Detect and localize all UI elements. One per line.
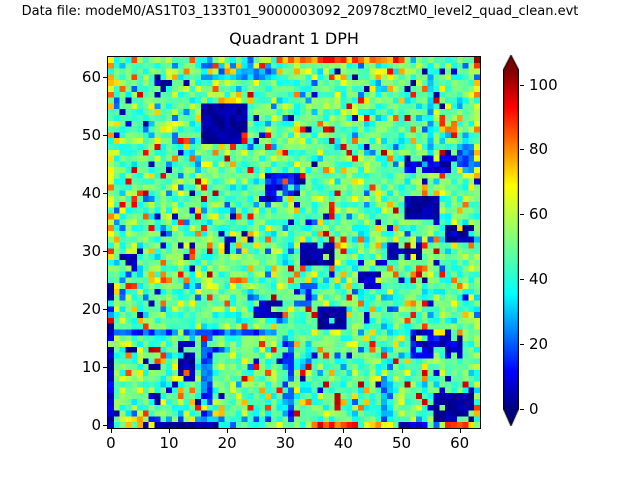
colorbar-tick-label: 100 — [529, 75, 558, 94]
x-tick-label: 30 — [275, 434, 295, 452]
y-tick-mark — [103, 425, 107, 427]
y-tick-mark — [103, 193, 107, 195]
colorbar-tick-mark — [520, 214, 524, 216]
colorbar-tick-label: 80 — [529, 140, 549, 159]
y-tick-mark — [103, 309, 107, 311]
x-tick-label: 0 — [106, 434, 116, 452]
data-file-label: Data file: modeM0/AS1T03_133T01_90000030… — [21, 4, 579, 19]
x-tick-mark — [227, 429, 229, 433]
colorbar-tick-mark — [520, 278, 524, 280]
x-tick-mark — [343, 429, 345, 433]
x-tick-label: 60 — [450, 434, 470, 452]
y-tick-label: 40 — [81, 184, 101, 203]
y-tick-mark — [103, 367, 107, 369]
heatmap-image — [108, 57, 480, 428]
colorbar-tick-label: 60 — [529, 205, 549, 224]
heatmap-axes — [107, 56, 481, 429]
x-tick-label: 50 — [391, 434, 412, 452]
colorbar-tick-mark — [520, 84, 524, 86]
x-tick-mark — [401, 429, 403, 433]
x-tick-mark — [285, 429, 287, 433]
colorbar — [503, 55, 519, 426]
colorbar-tick-label: 40 — [529, 269, 549, 288]
x-tick-mark — [169, 429, 171, 433]
colorbar-tick-mark — [520, 408, 524, 410]
y-tick-label: 10 — [81, 358, 101, 377]
x-tick-mark — [110, 429, 112, 433]
colorbar-tick-mark — [520, 343, 524, 345]
x-tick-mark — [459, 429, 461, 433]
colorbar-tick-label: 0 — [529, 399, 539, 418]
colorbar-tick-mark — [520, 149, 524, 151]
y-tick-label: 50 — [81, 126, 101, 145]
x-tick-label: 10 — [159, 434, 179, 452]
chart-title: Quadrant 1 DPH — [229, 29, 359, 48]
x-tick-label: 40 — [333, 434, 353, 452]
y-tick-mark — [103, 77, 107, 79]
y-tick-label: 30 — [81, 242, 101, 261]
y-tick-label: 20 — [81, 300, 101, 319]
y-tick-label: 60 — [81, 68, 101, 87]
y-tick-mark — [103, 135, 107, 137]
y-tick-mark — [103, 251, 107, 253]
x-tick-label: 20 — [217, 434, 237, 452]
y-tick-label: 0 — [91, 416, 101, 435]
colorbar-tick-label: 20 — [529, 334, 549, 353]
